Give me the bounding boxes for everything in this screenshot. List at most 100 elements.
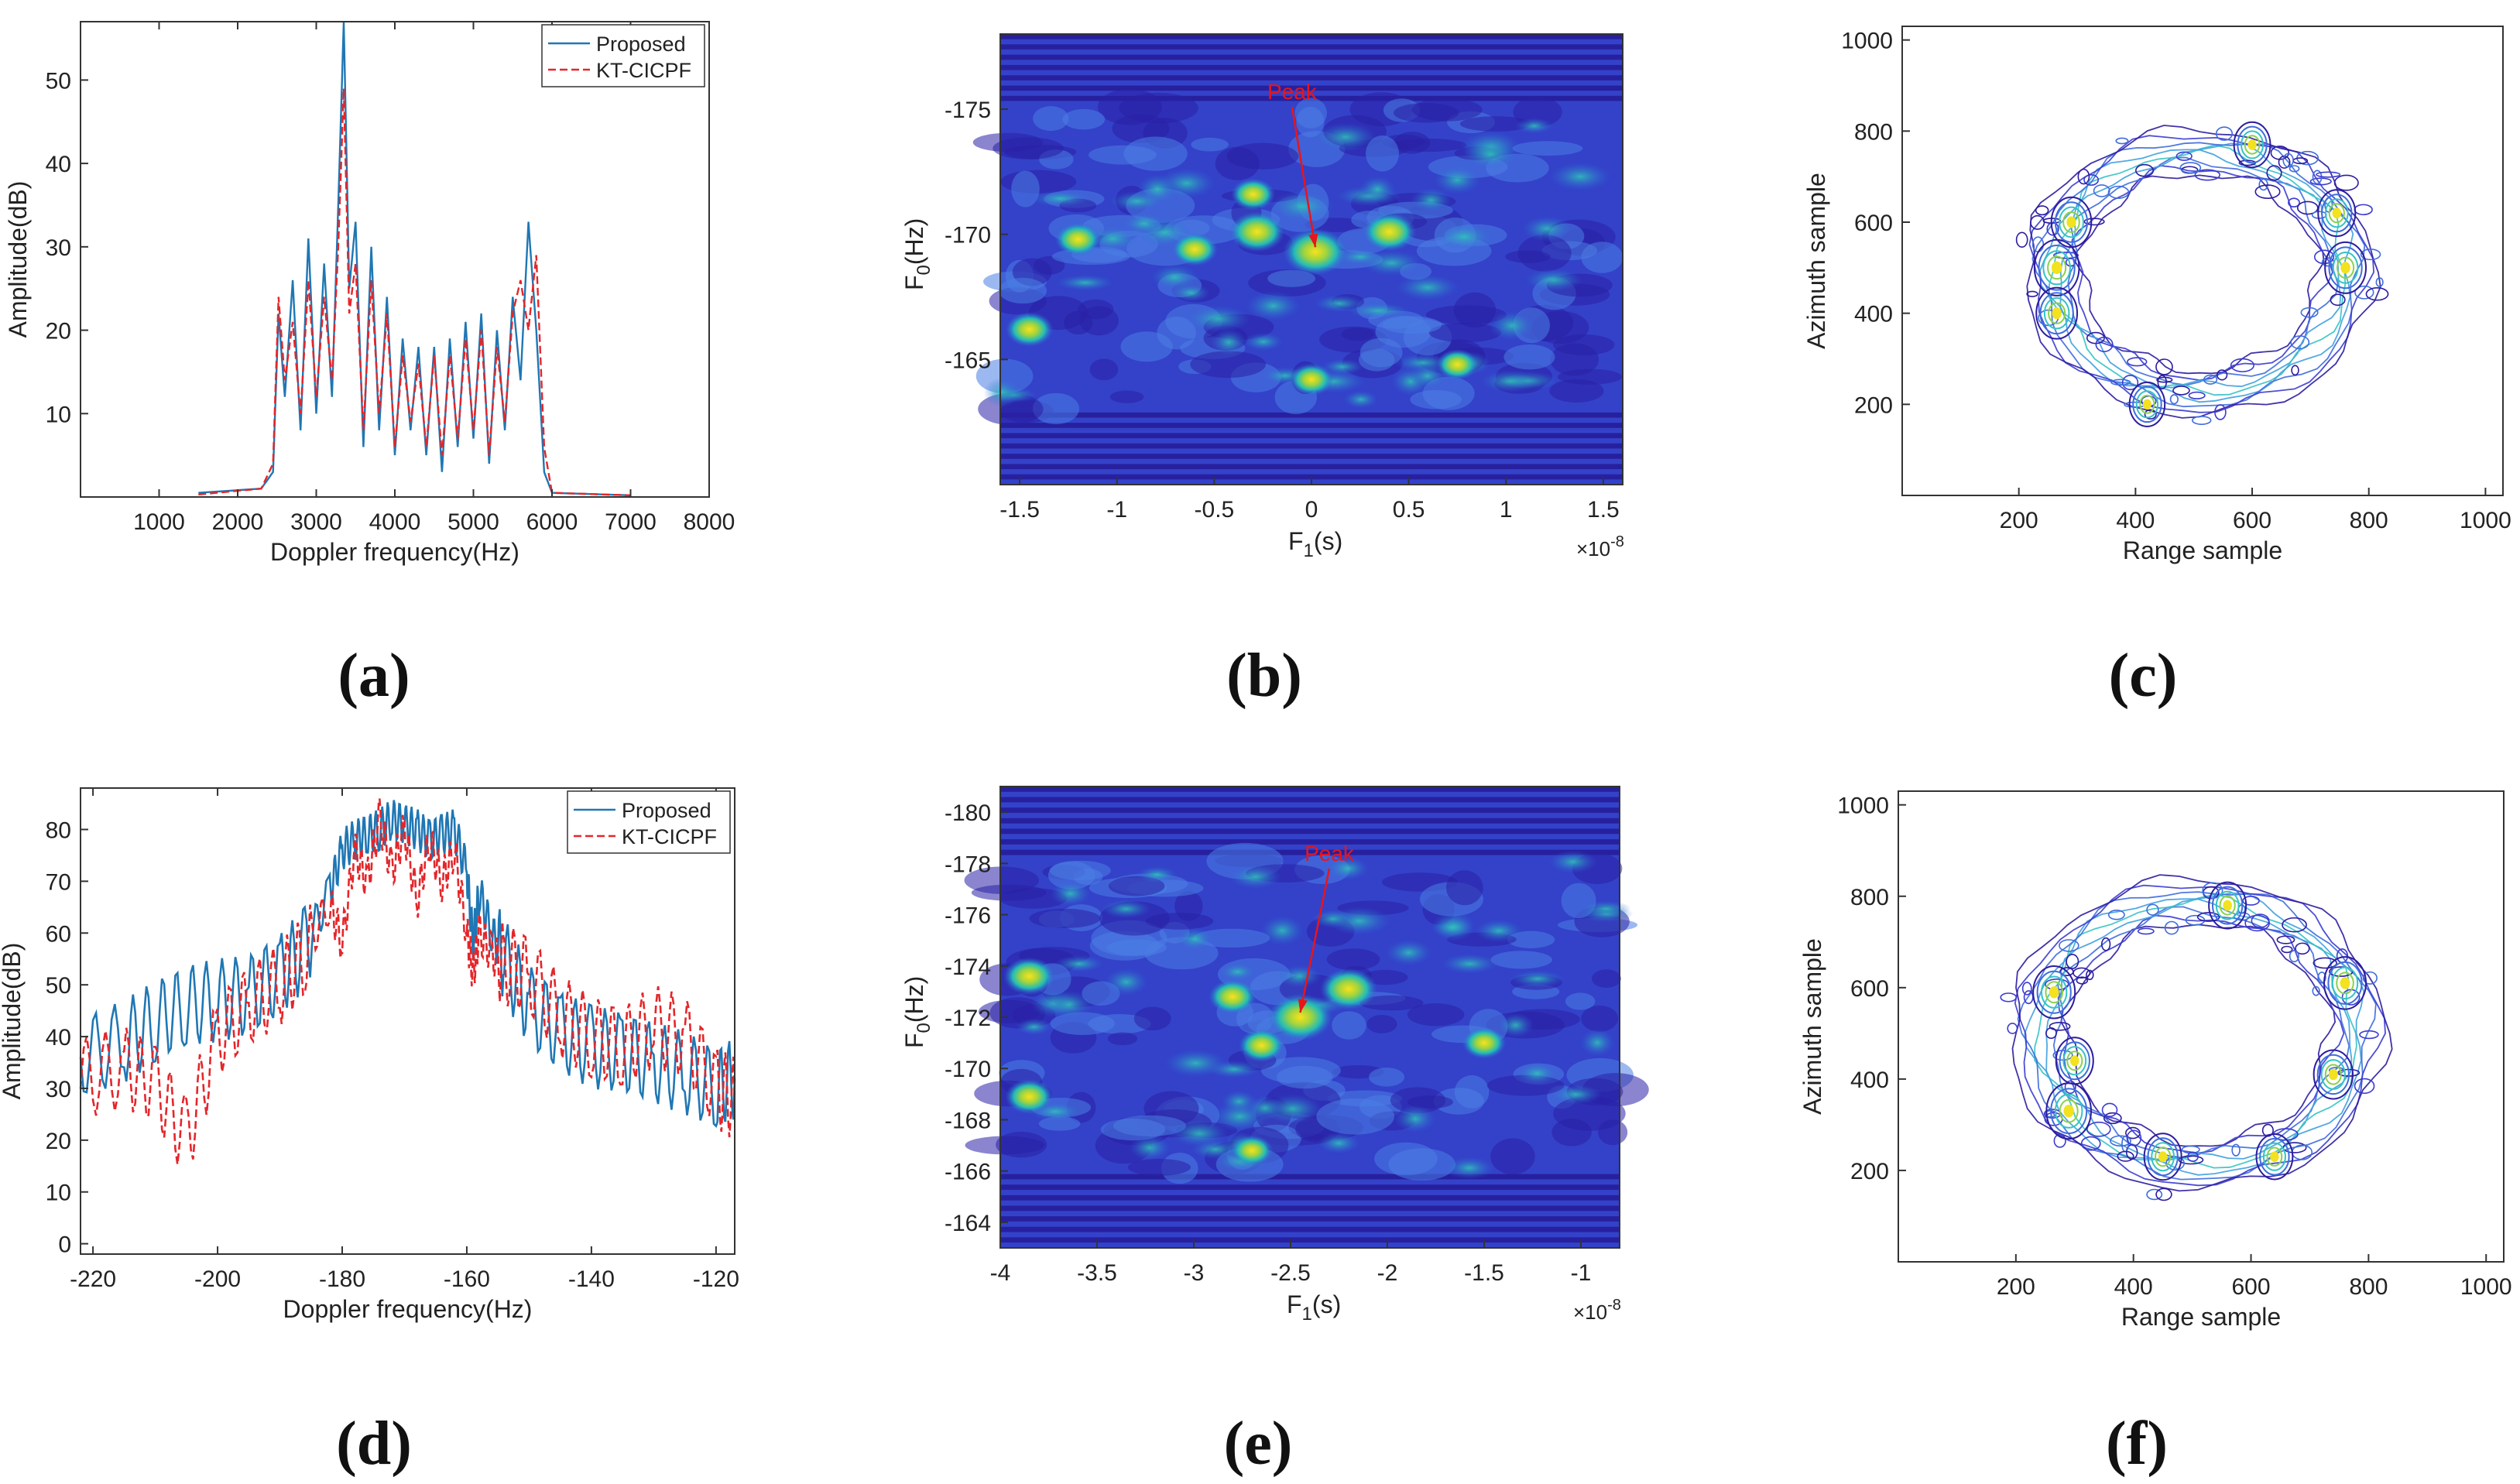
chart-a: 1000 2000 3000 4000 5000 6000 7000 8000 10 20 30 40… [4, 21, 735, 566]
contour-hotspot [2324, 241, 2367, 294]
heatmap-band [1000, 85, 1623, 91]
legend-label: KT-CICPF [596, 59, 691, 82]
heatmap-texture [1480, 369, 1541, 392]
contour-island [2073, 967, 2091, 979]
contour-island [2110, 379, 2131, 386]
heatmap-texture [1047, 861, 1095, 890]
contour-hotspot [2143, 1133, 2182, 1181]
contour-hotspot [2155, 1146, 2172, 1167]
contour-island [2251, 913, 2270, 928]
y-tick-label: -172 [945, 1006, 991, 1031]
heatmap-texture [1316, 1098, 1395, 1135]
y-tick-label: -178 [945, 852, 991, 877]
heatmap-texture [1326, 948, 1380, 971]
contour-hotspot [2066, 1050, 2083, 1071]
contour-island [2230, 358, 2254, 372]
contour-hotspot [2059, 1098, 2079, 1123]
contour-island [2165, 1156, 2186, 1170]
contour-hotspot [2135, 390, 2159, 419]
contour-hotspot [2142, 399, 2151, 410]
contour-island [2049, 1021, 2071, 1031]
y-tick-label: 600 [1850, 976, 1889, 1002]
contour-hotspot [2036, 970, 2072, 1014]
x-tick-label: 1000 [2460, 1274, 2512, 1300]
x-tick-label: 400 [2114, 1274, 2153, 1300]
heatmap-texture [1226, 142, 1299, 170]
contour-island [2312, 985, 2320, 996]
heatmap-texture [1133, 1006, 1171, 1031]
contour-hotspot [2062, 1046, 2087, 1076]
contour-hotspot [2039, 292, 2074, 335]
heatmap-texture [1503, 344, 1555, 370]
contour-island [2316, 171, 2341, 178]
heatmap-texture [1390, 1087, 1446, 1114]
chart-b: -1.5 -1 -0.5 0 0.5 1 1.5-175-170-165F1(s)F0(Hz… [900, 33, 1624, 561]
contour-island [2164, 920, 2179, 935]
contour-hotspot [2328, 203, 2345, 224]
contour-hotspot [2340, 262, 2350, 274]
series-line-proposed [79, 800, 736, 1128]
y-axis-label: Azimuth sample [1798, 938, 1826, 1115]
contour-island [2281, 945, 2293, 954]
contour-hotspot [2336, 972, 2354, 995]
contour-hotspot [2158, 1151, 2168, 1163]
y-label-sub: 0 [914, 265, 934, 275]
contour-island [2178, 1155, 2204, 1165]
x-tick-label: 0.5 [1393, 497, 1425, 523]
heatmap-hotspot [1230, 1135, 1274, 1167]
heatmap-texture [1191, 137, 1229, 152]
y-tick-label: 200 [1854, 392, 1893, 418]
heatmap-texture [1260, 915, 1305, 946]
contour-island [2192, 416, 2212, 425]
heatmap-texture [1129, 1135, 1171, 1160]
heatmap-texture [1016, 1018, 1052, 1036]
contour-hotspot [2147, 1137, 2179, 1177]
heatmap-texture [996, 1131, 1047, 1158]
contour-island [2216, 369, 2228, 381]
contour-island [2121, 375, 2139, 391]
contour-hotspot [2049, 985, 2059, 999]
heatmap-texture [1267, 269, 1316, 287]
x-tick-label: -0.5 [1195, 497, 1235, 523]
heatmap-texture [1558, 368, 1623, 385]
heatmap-band [1000, 1194, 1620, 1201]
y-tick-label: -170 [945, 1057, 991, 1082]
contour-island [2276, 935, 2295, 944]
contour-island [2354, 285, 2374, 300]
y-axis-label: Amplitude(dB) [0, 943, 26, 1100]
heatmap-band [1000, 443, 1623, 449]
x-scale-exp: -8 [1610, 533, 1624, 550]
y-tick-label: 0 [58, 1232, 71, 1258]
panel-label-f: (f) [2106, 1410, 2168, 1478]
contour-island [2053, 1133, 2066, 1148]
contour-hotspot [2324, 198, 2349, 228]
heatmap-texture [1431, 917, 1474, 937]
heatmap-texture [1276, 1065, 1333, 1089]
x-tick-label: 800 [2350, 508, 2388, 533]
contour-hotspot [2255, 1133, 2294, 1181]
heatmap-hotspot [1283, 228, 1348, 276]
contour-hotspot [2063, 1105, 2074, 1118]
x-label-sub: 1 [1304, 540, 1314, 561]
y-tick-label: 800 [1850, 885, 1889, 910]
x-tick-label: -180 [319, 1266, 365, 1292]
x-tick-label: -160 [444, 1266, 490, 1292]
contour-island [2313, 249, 2335, 265]
heatmap-texture [1435, 223, 1493, 250]
x-scale-base: ×10 [1573, 1301, 1607, 1324]
contour-hotspot [2237, 125, 2268, 164]
contour-hotspot [2208, 881, 2247, 930]
heatmap-texture [1360, 250, 1423, 276]
x-tick-label: 1 [1500, 497, 1513, 523]
heatmap-band [1000, 1237, 1620, 1243]
x-tick-label: 400 [2116, 508, 2155, 533]
heatmap-band [1000, 797, 1620, 803]
heatmap-texture [1045, 990, 1092, 1019]
x-tick-label: -4 [990, 1260, 1011, 1286]
y-tick-label: 70 [46, 869, 71, 895]
contour-hotspot [2043, 296, 2070, 330]
contour-island [2288, 197, 2300, 208]
heatmap-texture [978, 999, 1041, 1023]
heatmap-texture [1462, 139, 1518, 170]
plot-area-f [1898, 791, 2504, 1262]
